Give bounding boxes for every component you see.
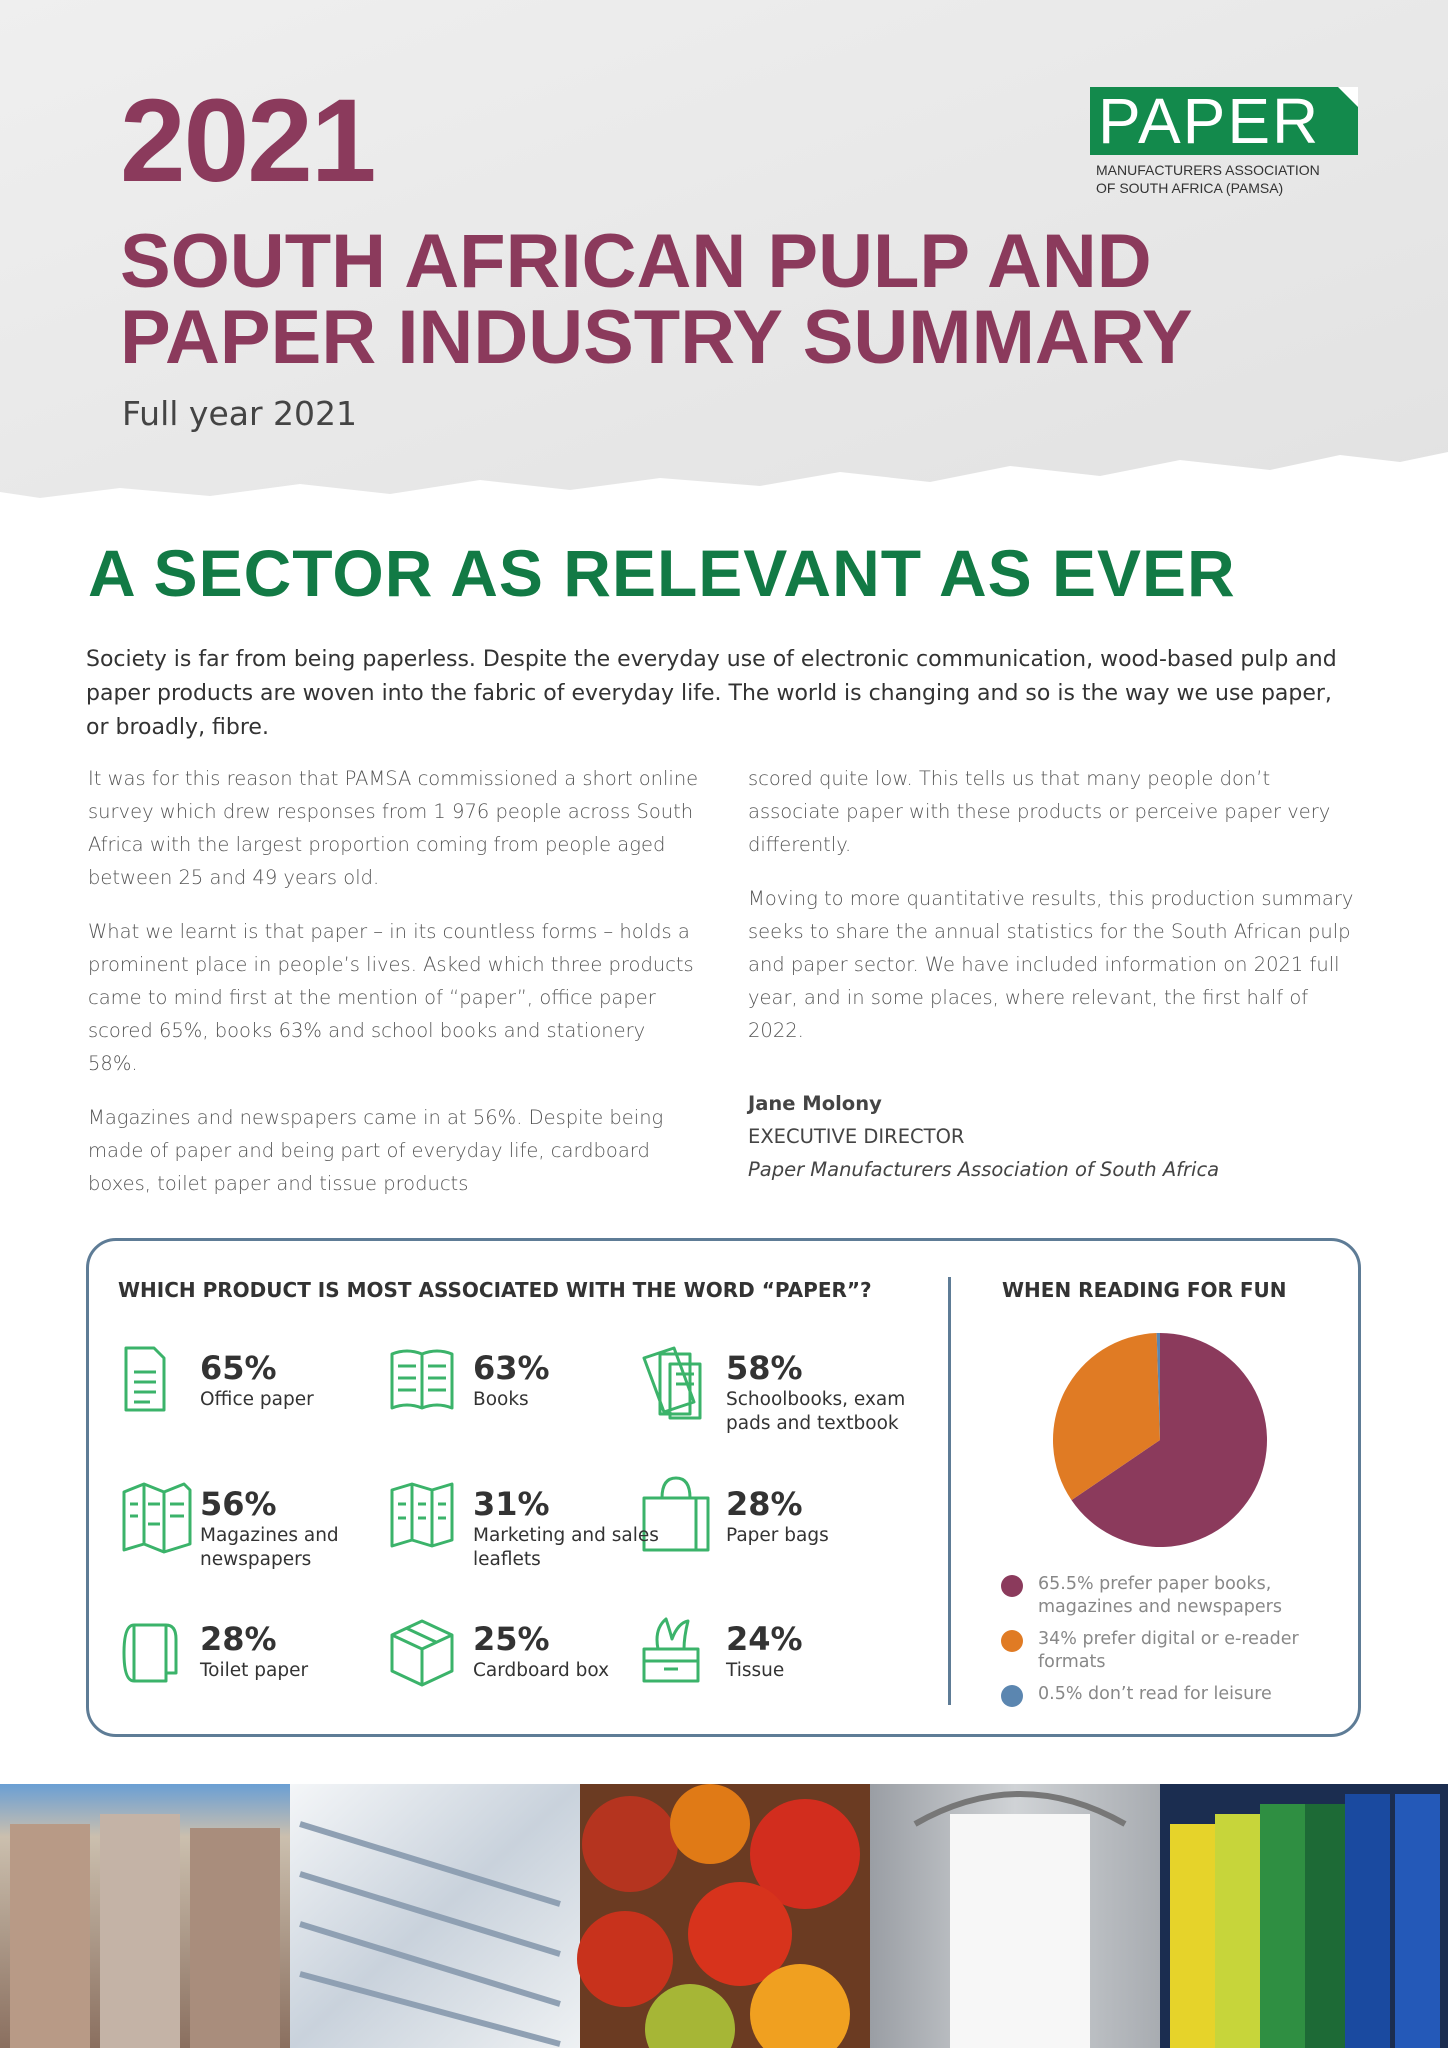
icon: [390, 1482, 454, 1548]
item-label: Books: [473, 1389, 529, 1410]
pie-slice: [1071, 1333, 1267, 1547]
icon-layer: [122, 1346, 710, 1687]
divider: [948, 1277, 951, 1705]
text-column: It was for this reason that PAMSA commis…: [88, 762, 700, 1221]
pie-slice: [1053, 1333, 1160, 1501]
paragraph: What we learnt is that paper – in its co…: [88, 920, 694, 1075]
icon: [390, 1619, 454, 1687]
icon: [642, 1476, 710, 1552]
paragraph: Magazines and newspapers came in at 56%.…: [88, 1106, 664, 1195]
lead-paragraph: Society is far from being paperless. Des…: [86, 647, 1337, 740]
item-value: 58%: [726, 1349, 803, 1387]
title-line: PAPER INDUSTRY SUMMARY: [120, 295, 1193, 380]
pie-chart: [1053, 1333, 1267, 1547]
item-value: 24%: [726, 1620, 803, 1658]
title-line: SOUTH AFRICAN PULP AND: [120, 219, 1152, 304]
paragraph: Moving to more quantitative results, thi…: [748, 887, 1354, 1042]
icon: [122, 1623, 178, 1683]
icon: [642, 1346, 702, 1420]
item-value: 28%: [200, 1620, 277, 1658]
item-label: Toilet paper: [200, 1660, 309, 1681]
paragraph: It was for this reason that PAMSA commis…: [88, 767, 699, 889]
paragraph: scored quite low. This tells us that man…: [748, 767, 1331, 856]
item-label: Cardboard box: [473, 1660, 610, 1681]
legend-swatch: [1001, 1575, 1023, 1597]
signature-role: EXECUTIVE DIRECTOR: [748, 1125, 965, 1148]
legend-swatch: [1001, 1685, 1023, 1707]
icon: [642, 1617, 700, 1683]
item-label: Marketing and sales leaflets: [473, 1525, 659, 1570]
item-label: Magazines and newspapers: [200, 1525, 339, 1570]
chart-title: WHEN READING FOR FUN: [1002, 1278, 1287, 1302]
survey-box: [86, 1238, 1361, 1737]
legend-swatch: [1001, 1630, 1023, 1652]
icon: [390, 1349, 454, 1410]
pie-slice: [1156, 1333, 1160, 1440]
icon: [122, 1482, 192, 1554]
header-background: [0, 0, 1448, 498]
logo-text: MANUFACTURERS ASSOCIATION: [1096, 162, 1320, 178]
legend-label: 65.5% prefer paper books, magazines and …: [1038, 1574, 1282, 1617]
section-heading: A SECTOR AS RELEVANT AS EVER: [88, 536, 1236, 610]
signature-name: Jane Molony: [748, 1092, 882, 1115]
item-label: Tissue: [726, 1660, 785, 1681]
item-value: 56%: [200, 1485, 277, 1523]
item-value: 25%: [473, 1620, 550, 1658]
logo-word: PAPER: [1090, 87, 1358, 155]
signature: Jane Molony EXECUTIVE DIRECTOR Paper Man…: [748, 1087, 1360, 1186]
signature-organisation: Paper Manufacturers Association of South…: [748, 1158, 1220, 1181]
subtitle: Full year 2021: [122, 394, 358, 433]
survey-title: WHICH PRODUCT IS MOST ASSOCIATED WITH TH…: [118, 1278, 872, 1302]
legend-label: 0.5% don’t read for leisure: [1038, 1684, 1272, 1704]
icon: [124, 1346, 166, 1412]
item-label: Paper bags: [726, 1525, 829, 1546]
item-value: 31%: [473, 1485, 550, 1523]
item-label: Office paper: [200, 1389, 314, 1410]
item-value: 28%: [726, 1485, 803, 1523]
item-label: Schoolbooks, exam pads and textbook: [726, 1389, 906, 1434]
item-value: 65%: [200, 1349, 277, 1387]
year: 2021: [120, 75, 377, 207]
photo-strip: [0, 1784, 1448, 2048]
logo-text: OF SOUTH AFRICA (PAMSA): [1096, 180, 1284, 196]
item-value: 63%: [473, 1349, 550, 1387]
logo-corner: [1338, 87, 1358, 107]
legend-label: 34% prefer digital or e-reader formats: [1038, 1629, 1299, 1672]
text-column: scored quite low. This tells us that man…: [748, 762, 1360, 1186]
